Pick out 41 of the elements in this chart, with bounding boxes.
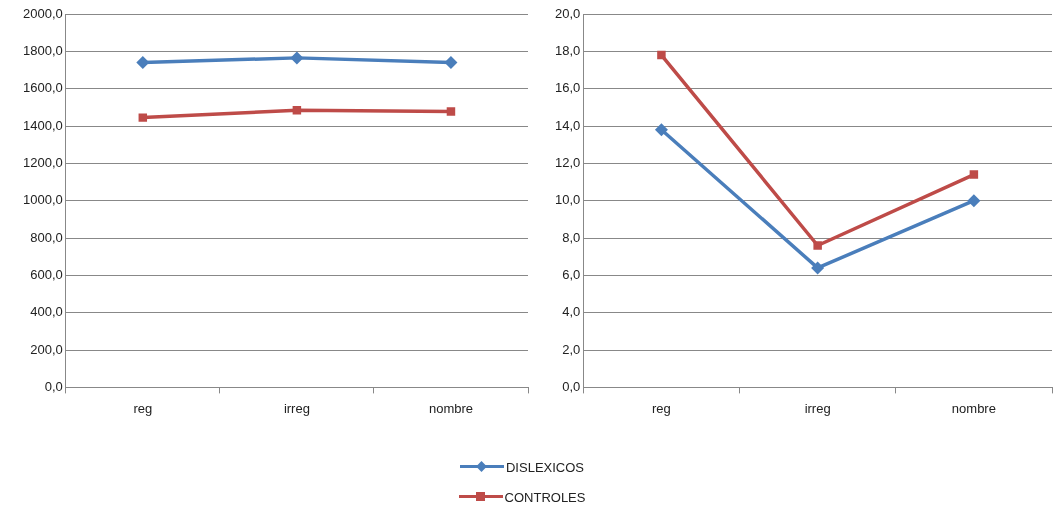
y-tick-label: 16,0: [554, 80, 581, 96]
point: [813, 241, 822, 250]
x-tick-label: nombre: [951, 400, 996, 416]
y-tick-label: 2,0: [562, 341, 581, 357]
x-tick-label: irreg: [804, 400, 831, 416]
y-tick-label: 10,0: [554, 192, 581, 208]
point: [654, 123, 668, 137]
point: [969, 170, 979, 179]
y-tick-label: 1600,0: [23, 80, 63, 96]
y-tick-label: 8,0: [562, 229, 581, 245]
y-tick-label: 0,0: [562, 378, 581, 394]
y-tick-label: 400,0: [30, 304, 63, 320]
x-tick-label: reg: [652, 400, 671, 416]
y-tick-label: 20,0: [554, 5, 581, 21]
y-tick-label: 2000,0: [23, 5, 63, 21]
point: [136, 56, 150, 70]
y-tick-label: 1400,0: [23, 117, 63, 133]
y-tick-label: 600,0: [30, 266, 63, 282]
y-tick-label: 18,0: [554, 42, 581, 58]
point: [138, 113, 148, 122]
y-tick-label: 14,0: [554, 117, 581, 133]
y-tick-label: 1200,0: [23, 154, 63, 170]
x-tick-label: nombre: [428, 400, 473, 416]
y-tick-label: 200,0: [30, 341, 63, 357]
x-tick-label: reg: [133, 400, 153, 416]
y-tick-label: 800,0: [30, 229, 63, 245]
x-tick-label: irreg: [283, 400, 310, 416]
point: [657, 50, 666, 60]
y-tick-label: 12,0: [554, 154, 581, 170]
point: [446, 107, 456, 116]
point: [444, 56, 458, 70]
y-tick-label: 1000,0: [23, 192, 63, 208]
point: [967, 194, 981, 208]
point: [290, 51, 304, 65]
y-tick-label: 0,0: [44, 378, 63, 394]
point: [811, 261, 825, 275]
legend-label: CONTROLES: [504, 489, 586, 505]
y-tick-label: 1800,0: [23, 42, 63, 58]
y-tick-label: 4,0: [562, 304, 581, 320]
legend-label: DISLEXICOS: [505, 459, 585, 475]
y-tick-label: 6,0: [562, 266, 581, 282]
